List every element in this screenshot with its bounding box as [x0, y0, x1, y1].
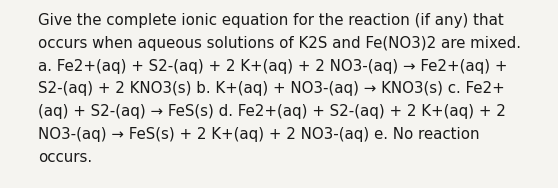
Text: NO3-(aq) → FeS(s) + 2 K+(aq) + 2 NO3-(aq) e. No reaction: NO3-(aq) → FeS(s) + 2 K+(aq) + 2 NO3-(aq…	[38, 127, 480, 142]
Text: (aq) + S2-(aq) → FeS(s) d. Fe2+(aq) + S2-(aq) + 2 K+(aq) + 2: (aq) + S2-(aq) → FeS(s) d. Fe2+(aq) + S2…	[38, 104, 506, 119]
Text: a. Fe2+(aq) + S2-(aq) + 2 K+(aq) + 2 NO3-(aq) → Fe2+(aq) +: a. Fe2+(aq) + S2-(aq) + 2 K+(aq) + 2 NO3…	[38, 59, 507, 74]
Text: occurs when aqueous solutions of K2S and Fe(NO3)2 are mixed.: occurs when aqueous solutions of K2S and…	[38, 36, 521, 51]
Text: Give the complete ionic equation for the reaction (if any) that: Give the complete ionic equation for the…	[38, 13, 504, 28]
Text: S2-(aq) + 2 KNO3(s) b. K+(aq) + NO3-(aq) → KNO3(s) c. Fe2+: S2-(aq) + 2 KNO3(s) b. K+(aq) + NO3-(aq)…	[38, 81, 505, 96]
Text: occurs.: occurs.	[38, 150, 92, 165]
